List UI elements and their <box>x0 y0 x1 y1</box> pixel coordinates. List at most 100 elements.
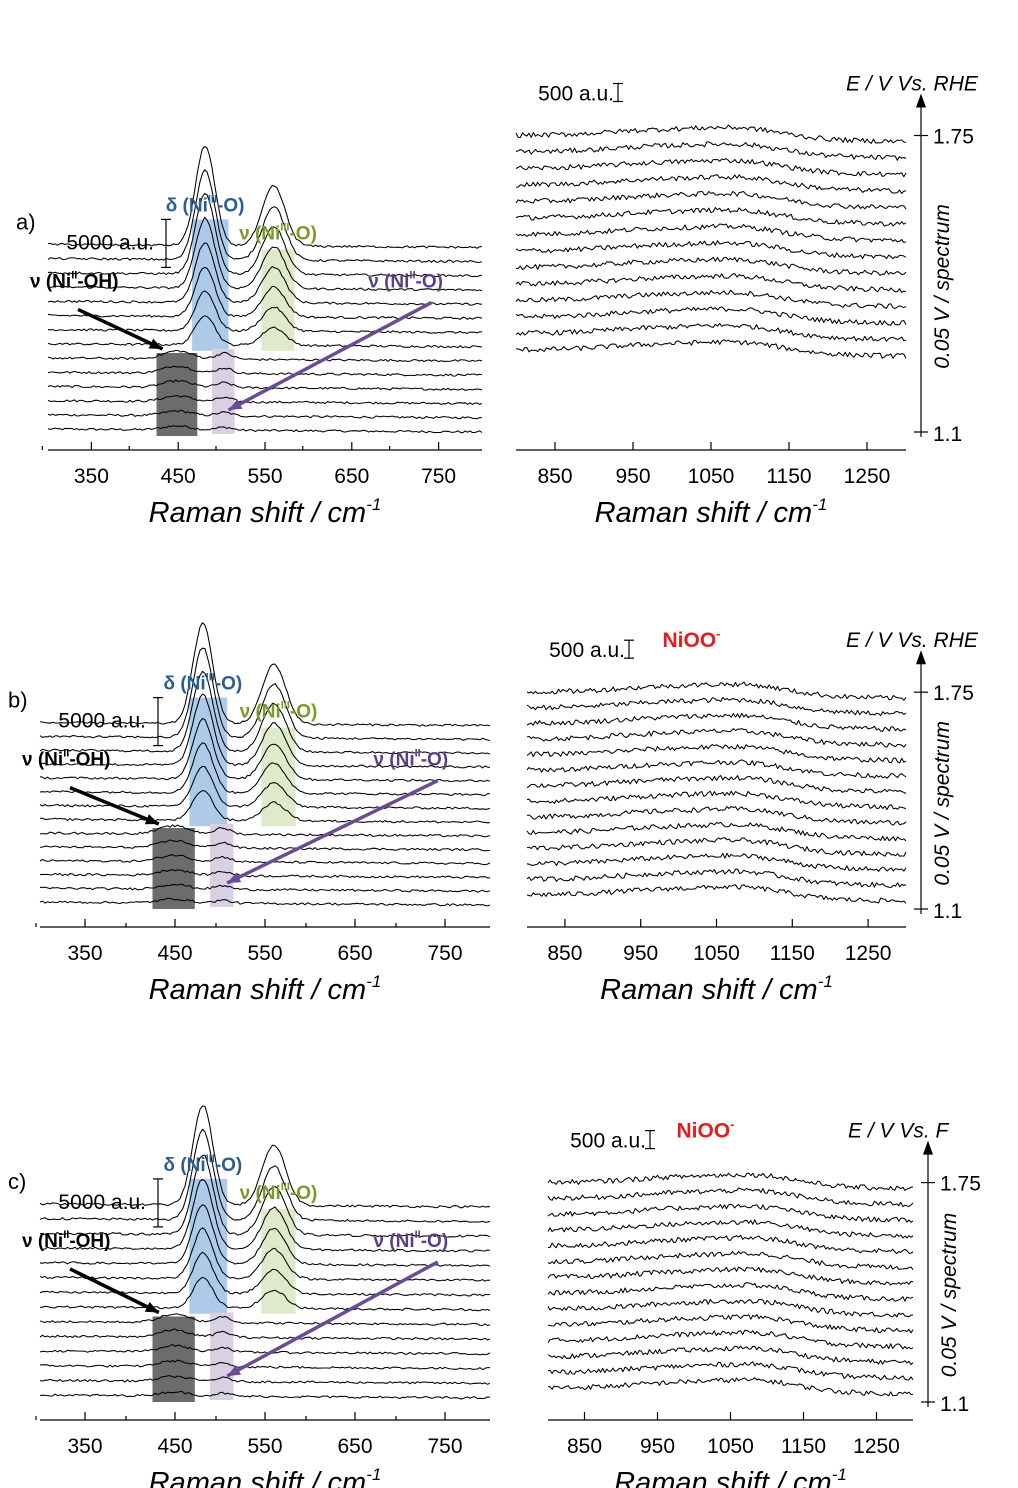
spectrum-trace <box>47 266 483 320</box>
spectrum-trace <box>526 712 907 732</box>
spectrum-trace <box>547 1282 914 1302</box>
nu-nii-o-label: ν (NiII-O) <box>373 1229 448 1252</box>
nu-niiii-o-label: ν (NiIII-O) <box>239 221 317 244</box>
spectrum-trace <box>547 1266 914 1286</box>
spectrum-trace <box>515 158 907 178</box>
nu-nii-o-arrow <box>226 779 439 885</box>
spectrum-trace <box>47 169 483 264</box>
spectrum-trace <box>515 141 907 161</box>
spectrum-trace <box>39 622 491 727</box>
spectrum-trace <box>47 365 483 377</box>
spectrum-trace <box>47 192 483 278</box>
spectrum-trace <box>526 681 907 701</box>
x-tick-label: 750 <box>427 1435 462 1458</box>
x-tick-label: 350 <box>74 465 109 488</box>
nu-nii-oh-label: ν (NiII-OH) <box>22 1229 110 1252</box>
spectrum-trace <box>548 1234 914 1255</box>
x-tick-label: 1250 <box>844 465 891 488</box>
spectrum-trace <box>547 1250 914 1271</box>
spectrum-trace <box>515 190 907 210</box>
spectrum-trace <box>39 1343 491 1356</box>
delta-niiii-o-label: δ (NiIII-O) <box>166 193 245 216</box>
panel-label: c) <box>8 1169 26 1194</box>
x-axis-label: Raman shift / cm-1 <box>614 1465 847 1488</box>
nu-niiii-o-label: ν (NiIII-O) <box>240 1181 318 1204</box>
x-axis-label: Raman shift / cm-1 <box>149 495 382 529</box>
delta-niiii-o-label: δ (NiIII-O) <box>164 672 243 695</box>
x-tick-label: 450 <box>157 1435 192 1458</box>
x-tick-label: 750 <box>421 465 456 488</box>
spectrum-trace <box>515 207 907 227</box>
spectrum-trace <box>39 790 491 824</box>
x-tick-label: 1050 <box>693 942 740 965</box>
nu-nii-o-arrowhead <box>227 872 242 883</box>
spectrum-trace <box>526 775 907 794</box>
spectrum-trace <box>39 854 491 866</box>
spectrum-trace <box>515 124 907 144</box>
x-tick-label: 1150 <box>766 465 811 488</box>
nu-nii-o-band <box>212 349 235 434</box>
spectrum-trace <box>47 409 482 420</box>
niooh-annotation: NiOO- <box>676 1117 734 1143</box>
potential-tick-label-low: 1.1 <box>933 423 962 446</box>
x-axis-label: Raman shift / cm-1 <box>149 1465 382 1488</box>
spectrum-trace <box>39 670 491 755</box>
potential-tick-label-high: 1.75 <box>933 126 974 149</box>
nu-niiii-o-band <box>261 727 296 827</box>
spectrum-trace <box>47 315 483 349</box>
spectrum-trace <box>39 869 491 879</box>
spectrum-trace <box>547 1172 914 1192</box>
x-tick-label: 1050 <box>707 1435 754 1458</box>
spectrum-trace <box>39 1154 491 1238</box>
potential-tick-label-high: 1.75 <box>940 1173 981 1196</box>
spectrum-trace <box>47 379 483 391</box>
spectrum-trace <box>39 1391 491 1400</box>
spectrum-trace <box>526 696 907 717</box>
nu-nii-oh-label: ν (NiII-OH) <box>30 269 118 292</box>
spectrum-trace <box>547 1298 914 1318</box>
spectrum-trace <box>39 1227 491 1282</box>
nu-nii-oh-arrowhead <box>148 338 163 349</box>
spectrum-trace <box>47 145 483 249</box>
panel-label: b) <box>8 688 28 713</box>
potential-tick-label-low: 1.1 <box>933 900 962 923</box>
spectrum-trace <box>39 883 491 893</box>
x-tick-label: 550 <box>247 1435 282 1458</box>
x-tick-label: 850 <box>537 465 572 488</box>
spectrum-trace <box>526 852 907 872</box>
spectrum-trace <box>547 1187 914 1208</box>
potential-axis-arrow <box>916 650 926 665</box>
spectrum-trace <box>526 759 907 779</box>
potential-axis-arrow <box>923 1140 933 1155</box>
spectrum-trace <box>515 322 907 342</box>
panel-label: a) <box>16 209 36 234</box>
x-tick-label: 950 <box>615 465 650 488</box>
x-tick-label: 450 <box>157 942 192 965</box>
x-tick-label: 950 <box>623 942 658 965</box>
nu-nii-oh-band <box>156 353 198 436</box>
delta-niiii-o-band <box>189 697 228 827</box>
nu-nii-o-label: ν (NiII-O) <box>373 748 448 771</box>
spectrum-trace <box>515 223 907 243</box>
spectrum-trace <box>47 425 483 434</box>
spectrum-trace <box>39 1328 491 1341</box>
potential-axis-arrow <box>916 93 926 108</box>
x-tick-label: 1150 <box>781 1435 826 1458</box>
spectrum-trace <box>526 884 907 904</box>
scale-bar-label: 500 a.u. <box>538 83 614 106</box>
spectrum-trace <box>515 174 907 194</box>
potential-tick-label-low: 1.1 <box>940 1393 969 1416</box>
x-tick-label: 1150 <box>770 942 815 965</box>
spectrum-trace <box>39 1178 491 1253</box>
scale-bar-label: 500 a.u. <box>570 1130 646 1153</box>
spectrum-trace <box>47 242 483 306</box>
nu-nii-oh-arrowhead <box>144 814 159 825</box>
spectrum-trace <box>526 868 907 888</box>
spectrum-trace <box>547 1219 914 1239</box>
nu-niiii-o-label: ν (NiIII-O) <box>240 700 318 723</box>
spectrum-trace <box>39 1204 491 1268</box>
potential-axis-label: E / V Vs. F <box>848 1120 950 1143</box>
spectrum-trace <box>47 395 483 405</box>
nu-niiii-o-band <box>261 249 295 351</box>
